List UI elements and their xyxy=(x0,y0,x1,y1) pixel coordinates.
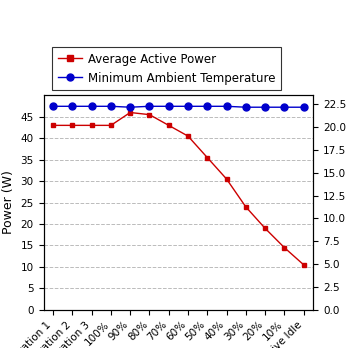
Average Active Power xyxy=(282,245,286,250)
Line: Average Active Power: Average Active Power xyxy=(51,110,306,267)
Average Active Power xyxy=(301,263,306,267)
Minimum Ambient Temperature xyxy=(301,105,306,109)
Minimum Ambient Temperature xyxy=(70,104,74,108)
Average Active Power xyxy=(128,110,132,114)
Average Active Power xyxy=(109,123,113,127)
Minimum Ambient Temperature xyxy=(205,104,209,108)
Y-axis label: Power (W): Power (W) xyxy=(2,171,15,235)
Minimum Ambient Temperature xyxy=(244,105,248,109)
Legend: Average Active Power, Minimum Ambient Temperature: Average Active Power, Minimum Ambient Te… xyxy=(52,47,281,90)
Average Active Power xyxy=(147,112,151,117)
Average Active Power xyxy=(263,226,267,230)
Average Active Power xyxy=(224,177,229,181)
Minimum Ambient Temperature xyxy=(89,104,94,108)
Minimum Ambient Temperature xyxy=(147,104,151,108)
Line: Minimum Ambient Temperature: Minimum Ambient Temperature xyxy=(50,103,307,111)
Average Active Power xyxy=(70,123,74,127)
Minimum Ambient Temperature xyxy=(167,104,171,108)
Minimum Ambient Temperature xyxy=(109,104,113,108)
Average Active Power xyxy=(244,205,248,209)
Average Active Power xyxy=(51,123,55,127)
Average Active Power xyxy=(167,123,171,127)
Minimum Ambient Temperature xyxy=(224,104,229,108)
Minimum Ambient Temperature xyxy=(282,105,286,109)
Minimum Ambient Temperature xyxy=(263,105,267,109)
Minimum Ambient Temperature xyxy=(128,105,132,109)
Minimum Ambient Temperature xyxy=(186,104,190,108)
Average Active Power xyxy=(205,156,209,160)
Average Active Power xyxy=(186,134,190,138)
Average Active Power xyxy=(89,123,94,127)
Minimum Ambient Temperature xyxy=(51,104,55,108)
